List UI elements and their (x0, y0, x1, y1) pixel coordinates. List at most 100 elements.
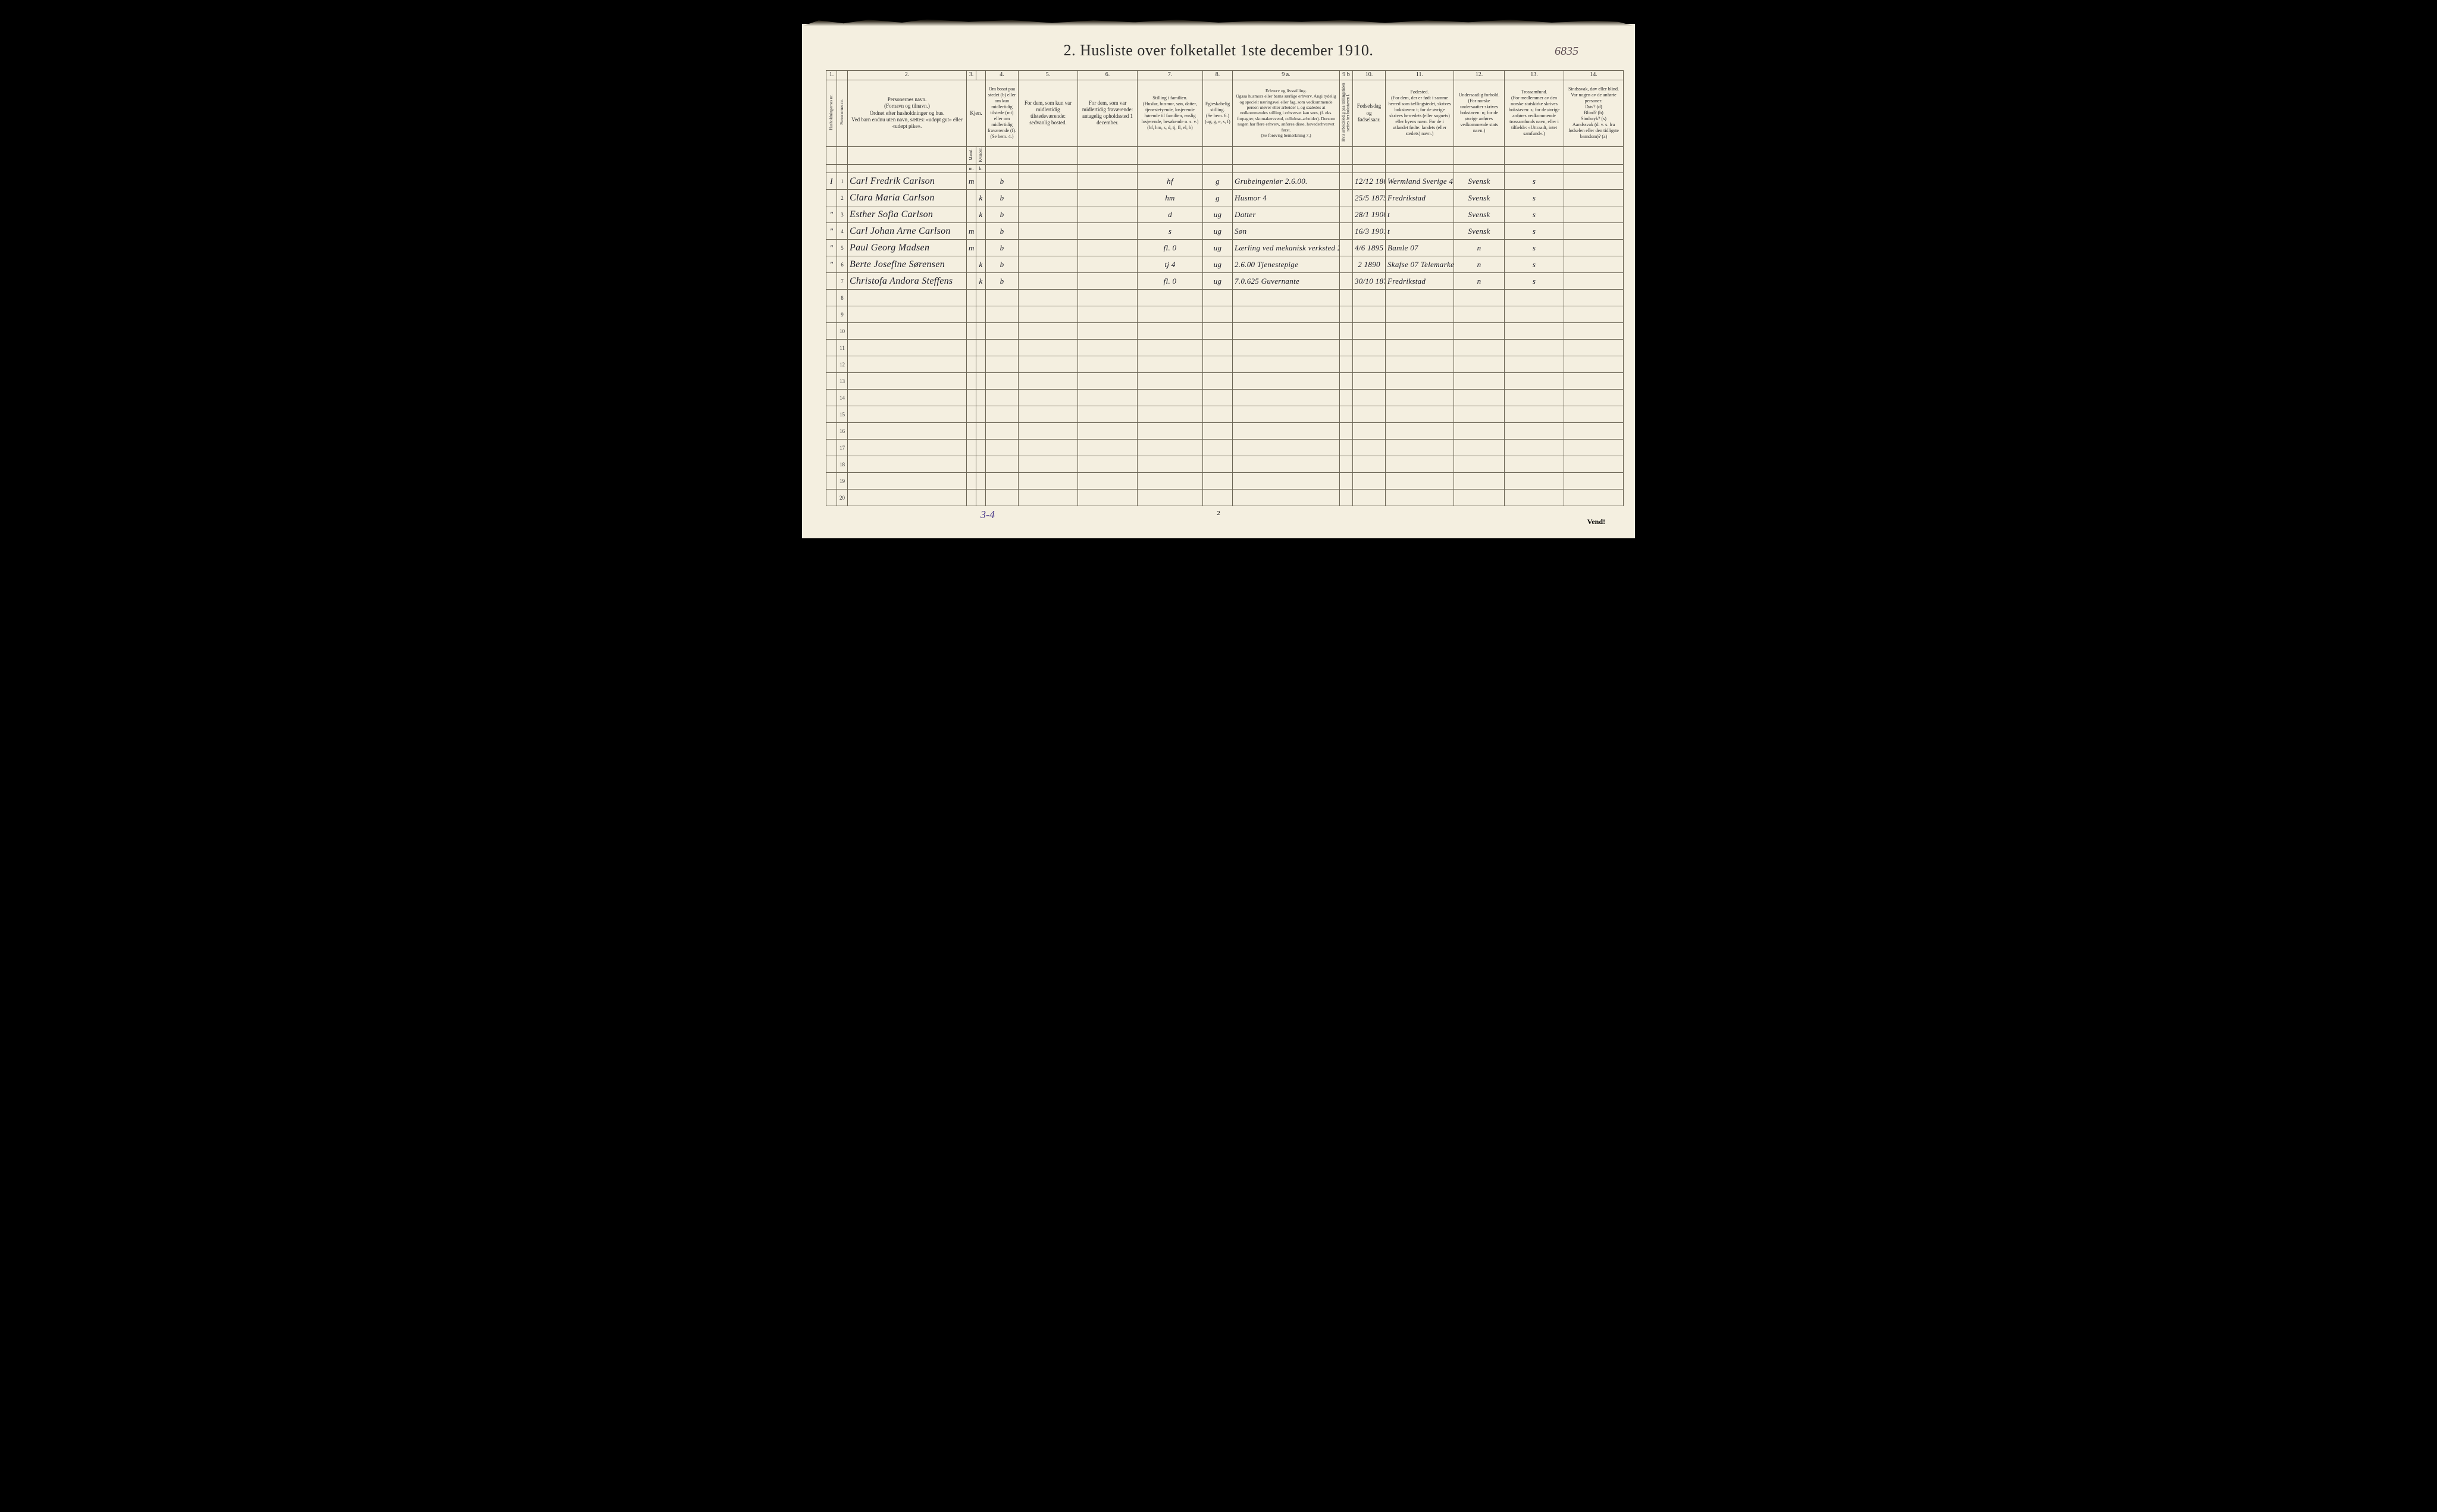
cell-household (826, 306, 837, 323)
cell-empty (1454, 490, 1505, 506)
cell-person-num: 10 (837, 323, 848, 340)
cell-empty (1564, 390, 1624, 406)
cell-empty (1203, 340, 1233, 356)
cell-c14 (1564, 173, 1624, 190)
header-row: Husholdningernes nr. Personernes nr. Per… (826, 80, 1624, 146)
cell-fodsel: 12/12 1868 (1353, 173, 1386, 190)
cell-under: Svensk (1454, 223, 1505, 240)
header-c5: For dem, som kun var midlertidig tilsted… (1019, 80, 1078, 146)
cell-empty (848, 340, 967, 356)
cell-person-num: 17 (837, 440, 848, 456)
cell-empty (1138, 456, 1203, 473)
cell-person-num: 7 (837, 273, 848, 290)
cell-empty (1019, 473, 1078, 490)
header-c14: Sindssvak, døv eller blind. Var nogen av… (1564, 80, 1624, 146)
cell-empty (848, 473, 967, 490)
cell-empty (1353, 406, 1386, 423)
cell-fodsel: 16/3 1901 (1353, 223, 1386, 240)
cell-status: b (986, 173, 1019, 190)
cell-sex-m (967, 206, 976, 223)
cell-empty (1454, 440, 1505, 456)
cell-empty (1505, 390, 1564, 406)
subheader-m2: m. (967, 165, 976, 173)
cell-empty (1203, 356, 1233, 373)
column-number: 3. (967, 71, 976, 80)
cell-c5 (1019, 240, 1078, 256)
cell-empty (1019, 406, 1078, 423)
cell-empty (1078, 340, 1138, 356)
cell-empty (1340, 406, 1353, 423)
cell-c6 (1078, 240, 1138, 256)
cell-empty (1505, 423, 1564, 440)
table-row-empty: 15 (826, 406, 1624, 423)
cell-empty (976, 423, 986, 440)
cell-empty (1233, 340, 1340, 356)
column-number: 10. (1353, 71, 1386, 80)
cell-empty (1386, 423, 1454, 440)
cell-empty (1138, 306, 1203, 323)
cell-sex-k: k (976, 206, 986, 223)
cell-empty (1138, 340, 1203, 356)
cell-person-num: 13 (837, 373, 848, 390)
cell-empty (1078, 290, 1138, 306)
cell-empty (1564, 340, 1624, 356)
cell-stilling: d (1138, 206, 1203, 223)
cell-empty (1340, 290, 1353, 306)
cell-empty (1233, 306, 1340, 323)
cell-fodsel: 28/1 1900 (1353, 206, 1386, 223)
cell-stilling: fl. 0 (1138, 240, 1203, 256)
cell-empty (1203, 490, 1233, 506)
cell-empty (1454, 423, 1505, 440)
column-number: 4. (986, 71, 1019, 80)
cell-household (826, 190, 837, 206)
cell-empty (1454, 456, 1505, 473)
cell-empty (1340, 440, 1353, 456)
cell-fodested: t (1386, 206, 1454, 223)
cell-status: b (986, 273, 1019, 290)
cell-empty (1353, 390, 1386, 406)
cell-empty (1233, 406, 1340, 423)
cell-empty (986, 323, 1019, 340)
cell-empty (848, 456, 967, 473)
table-row-empty: 9 (826, 306, 1624, 323)
cell-fodsel: 25/5 1875 (1353, 190, 1386, 206)
cell-empty (1340, 323, 1353, 340)
cell-empty (1386, 290, 1454, 306)
cell-tros: s (1505, 173, 1564, 190)
cell-under: n (1454, 256, 1505, 273)
column-number: 5. (1019, 71, 1078, 80)
cell-c14 (1564, 190, 1624, 206)
cell-empty (1078, 356, 1138, 373)
cell-empty (1078, 490, 1138, 506)
cell-empty (1505, 406, 1564, 423)
cell-household (826, 456, 837, 473)
cell-empty (1386, 490, 1454, 506)
cell-empty (1454, 473, 1505, 490)
cell-fodested: Skafse 07 Telemarken (1386, 256, 1454, 273)
cell-empty (986, 456, 1019, 473)
cell-empty (1138, 406, 1203, 423)
cell-empty (967, 356, 976, 373)
cell-empty (1386, 356, 1454, 373)
cell-household (826, 373, 837, 390)
cell-empty (967, 423, 976, 440)
header-c7: Stilling i familien. (Husfar, husmor, sø… (1138, 80, 1203, 146)
table-row: "3Esther Sofia CarlsonkbdugDatter28/1 19… (826, 206, 1624, 223)
cell-c5 (1019, 190, 1078, 206)
cell-person-num: 14 (837, 390, 848, 406)
cell-empty (1233, 356, 1340, 373)
column-number: 12. (1454, 71, 1505, 80)
cell-household: " (826, 256, 837, 273)
cell-empty (1203, 406, 1233, 423)
cell-empty (1386, 390, 1454, 406)
cell-under: Svensk (1454, 173, 1505, 190)
cell-status: b (986, 190, 1019, 206)
column-number: 8. (1203, 71, 1233, 80)
column-number (837, 71, 848, 80)
cell-empty (967, 406, 976, 423)
header-c6: For dem, som var midlertidig fraværende:… (1078, 80, 1138, 146)
cell-empty (976, 290, 986, 306)
table-row-empty: 16 (826, 423, 1624, 440)
cell-stilling: tj 4 (1138, 256, 1203, 273)
header-c8: Egteskabelig stilling. (Se bem. 6.) (ug,… (1203, 80, 1233, 146)
